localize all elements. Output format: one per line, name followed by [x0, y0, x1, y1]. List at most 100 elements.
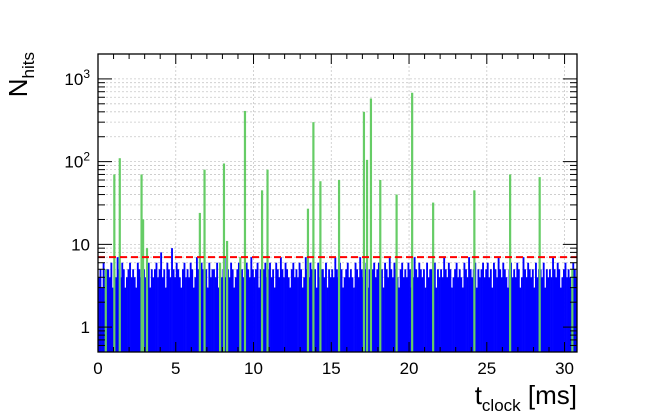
background-bar: [567, 269, 570, 352]
background-bar: [409, 269, 411, 352]
background-bar: [314, 269, 317, 352]
background-bar: [161, 277, 164, 352]
background-bar: [482, 262, 484, 352]
background-bar: [535, 262, 537, 352]
background-bar: [124, 287, 127, 352]
background-bar: [485, 269, 488, 352]
background-bar: [328, 269, 331, 352]
spike-bar: [306, 208, 310, 352]
x-tick-label: 25: [477, 359, 496, 378]
background-bar: [489, 269, 492, 352]
background-bar: [290, 269, 293, 352]
background-bar: [108, 277, 111, 352]
background-bar: [435, 287, 438, 352]
spike-bar: [113, 174, 116, 352]
background-bar: [536, 277, 539, 352]
background-bar: [419, 269, 422, 352]
background-bar: [169, 277, 172, 352]
background-bar: [237, 262, 240, 352]
background-bar: [528, 269, 531, 352]
background-bar: [569, 277, 572, 352]
background-bar: [356, 269, 359, 352]
background-bar: [511, 277, 514, 352]
background-bar: [359, 257, 362, 352]
background-bar: [216, 262, 219, 352]
spike-bar: [118, 158, 121, 352]
background-bar: [250, 257, 253, 352]
background-bar: [233, 287, 236, 352]
background-bar: [519, 287, 522, 352]
background-bar: [402, 277, 405, 352]
background-bar: [458, 269, 461, 352]
background-bar: [189, 262, 192, 352]
plot-frame: [97, 53, 578, 353]
background-bar: [228, 277, 231, 352]
axis-ticks: [97, 53, 577, 353]
background-bar: [373, 262, 376, 352]
background-bar: [321, 269, 324, 352]
background-bar: [517, 269, 520, 352]
background-bar: [194, 277, 197, 352]
spike-bar: [319, 181, 322, 352]
background-bar: [388, 257, 391, 352]
background-bar: [325, 262, 327, 352]
background-bar: [209, 277, 212, 352]
spike-bar: [266, 169, 269, 352]
background-bar: [188, 277, 191, 352]
spike-bar: [362, 111, 366, 352]
background-bar: [251, 269, 254, 352]
background-bar: [353, 287, 355, 352]
background-bar: [311, 269, 313, 352]
background-bar: [178, 277, 181, 352]
background-bar: [451, 287, 453, 352]
x-tick-label: 15: [322, 359, 341, 378]
background-bar: [111, 287, 114, 352]
background-bar: [438, 277, 441, 352]
background-bar: [424, 287, 427, 352]
background-bar: [127, 269, 130, 352]
background-bar: [130, 277, 133, 352]
background-bar: [555, 277, 558, 352]
background-bar: [153, 269, 156, 352]
background-bar: [433, 262, 436, 352]
x-tick-label: 20: [400, 359, 419, 378]
background-bar: [211, 269, 214, 352]
background-bar: [497, 257, 500, 352]
background-bar: [110, 262, 113, 352]
background-bar: [283, 277, 285, 352]
background-bar: [213, 269, 215, 352]
background-bar: [135, 287, 138, 352]
x-axis-title-unit: [ms]: [521, 380, 577, 410]
background-bar: [298, 262, 301, 352]
background-bar: [122, 269, 125, 352]
background-bar: [183, 262, 186, 352]
background-bar: [220, 277, 223, 352]
background-bar: [304, 257, 307, 352]
background-bar: [348, 277, 351, 352]
background-bar: [466, 277, 469, 352]
background-bar: [502, 262, 505, 352]
background-bar: [440, 269, 442, 352]
background-bar: [163, 269, 166, 352]
background-bar: [441, 277, 444, 352]
background-bar: [407, 262, 410, 352]
background-bar: [463, 262, 466, 352]
background-bar: [559, 287, 562, 352]
background-bar: [566, 277, 568, 352]
background-bar: [544, 287, 547, 352]
background-bar: [186, 269, 189, 352]
background-bar: [125, 277, 128, 352]
spike-bar: [225, 240, 229, 352]
background-bar: [444, 269, 447, 352]
y-tick-label-base: 10: [71, 235, 90, 254]
background-bar: [493, 262, 495, 352]
background-bar: [387, 277, 390, 352]
background-bar: [175, 262, 178, 352]
background-bar: [527, 262, 530, 352]
background-bar: [335, 269, 338, 352]
spike-bar: [379, 179, 382, 352]
background-bar: [171, 248, 173, 352]
background-bar: [317, 262, 320, 352]
background-bar: [443, 257, 446, 352]
background-bar: [531, 269, 534, 352]
